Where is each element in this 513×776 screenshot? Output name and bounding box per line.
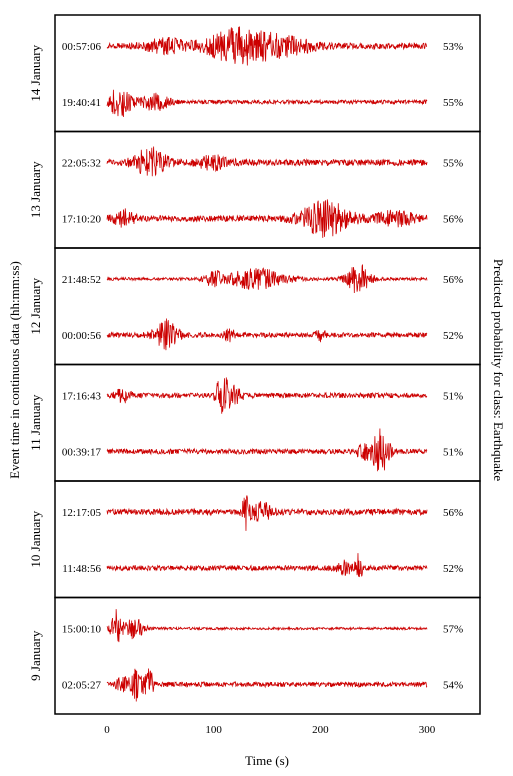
day-panel-frame <box>54 247 481 366</box>
probability-label: 51% <box>443 447 463 459</box>
event-time-label: 11:48:56 <box>62 563 101 575</box>
x-tick-label: 300 <box>419 724 436 736</box>
probability-label: 53% <box>443 41 463 53</box>
x-axis: 0 100 200 300 <box>104 724 436 736</box>
x-axis-title: Time (s) <box>245 753 289 768</box>
day-panel-frame <box>54 480 481 599</box>
labels-layer: 14 January 00:57:06 53% 19:40:41 55% 13 Janua… <box>28 41 463 692</box>
traces-layer <box>106 26 428 702</box>
x-tick-label: 100 <box>205 724 222 736</box>
day-panel-frame <box>54 130 481 249</box>
waveform-trace <box>106 668 428 702</box>
probability-label: 55% <box>443 158 463 170</box>
event-time-label: 15:00:10 <box>62 624 102 636</box>
event-time-label: 21:48:52 <box>62 274 101 286</box>
waveform-trace <box>106 495 428 531</box>
probability-label: 52% <box>443 563 463 575</box>
day-panel-frame <box>54 596 481 715</box>
x-tick-label: 0 <box>104 724 110 736</box>
day-panel-frame <box>54 363 481 482</box>
event-time-label: 17:16:43 <box>62 391 102 403</box>
waveform-trace <box>106 199 428 238</box>
probability-label: 52% <box>443 330 463 342</box>
day-label: 11 January <box>28 394 43 451</box>
panels-layer <box>54 14 481 715</box>
waveform-trace <box>106 318 428 351</box>
waveform-trace <box>106 609 428 643</box>
event-time-label: 00:39:17 <box>62 447 102 459</box>
day-panel-frame <box>54 14 481 133</box>
probability-label: 51% <box>443 391 463 403</box>
waveform-trace <box>106 428 428 472</box>
probability-label: 56% <box>443 274 463 286</box>
event-time-label: 00:00:56 <box>62 330 102 342</box>
day-label: 14 January <box>28 44 43 101</box>
event-time-label: 17:10:20 <box>62 214 102 226</box>
probability-label: 56% <box>443 214 463 226</box>
waveform-trace <box>106 377 428 414</box>
waveform-trace <box>106 89 428 118</box>
event-time-label: 12:17:05 <box>62 507 102 519</box>
probability-label: 54% <box>443 680 463 692</box>
day-label: 13 January <box>28 161 43 218</box>
y-axis-left-title: Event time in continuous data (hh:mm:ss) <box>7 261 22 479</box>
day-label: 10 January <box>28 510 43 567</box>
probability-label: 55% <box>443 97 463 109</box>
probability-label: 56% <box>443 507 463 519</box>
event-time-label: 00:57:06 <box>62 41 102 53</box>
x-tick-label: 200 <box>312 724 329 736</box>
event-time-label: 19:40:41 <box>62 97 101 109</box>
waveform-trace <box>106 553 428 578</box>
waveform-trace <box>106 146 428 177</box>
day-label: 12 January <box>28 277 43 334</box>
event-time-label: 02:05:27 <box>62 680 102 692</box>
waveform-trace <box>106 263 428 294</box>
event-time-label: 22:05:32 <box>62 158 101 170</box>
day-label: 9 January <box>28 630 43 681</box>
y-axis-right-title: Predicted probability for class: Earthqu… <box>491 259 506 482</box>
waveform-trace <box>106 26 428 66</box>
probability-label: 57% <box>443 624 463 636</box>
